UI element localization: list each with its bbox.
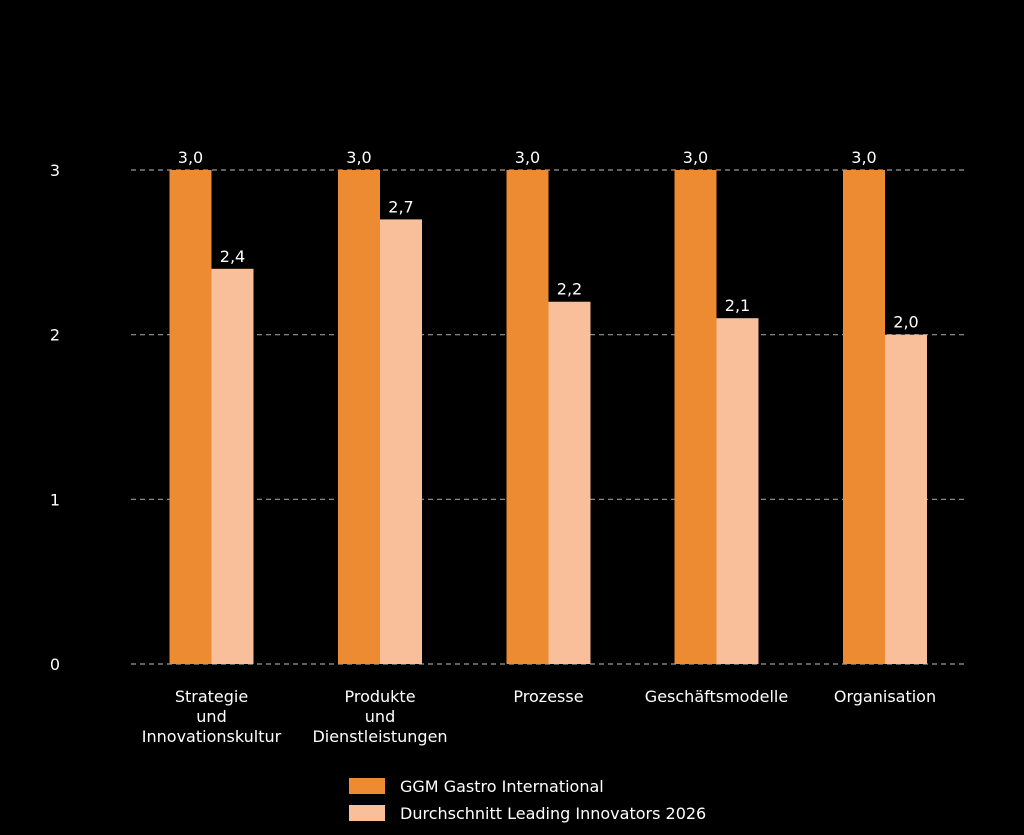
x-category-label: Geschäftsmodelle xyxy=(645,687,788,706)
x-category-label: Dienstleistungen xyxy=(312,727,447,746)
data-label: 3,0 xyxy=(178,148,203,167)
bar-durchschnitt-3 xyxy=(716,318,759,664)
data-label: 2,4 xyxy=(220,247,245,266)
x-category-label: Innovationskultur xyxy=(142,727,282,746)
data-label: 2,1 xyxy=(725,296,750,315)
bar-ggm-2 xyxy=(506,170,549,664)
data-label: 2,2 xyxy=(557,280,582,299)
legend: GGM Gastro International Durchschnitt Lea… xyxy=(349,777,706,823)
legend-label: GGM Gastro International xyxy=(400,777,604,796)
bar-durchschnitt-0 xyxy=(211,268,254,664)
y-tick-label: 0 xyxy=(50,655,60,674)
x-category-label: Produkte xyxy=(344,687,415,706)
bar-durchschnitt-4 xyxy=(885,334,927,664)
x-category-label: Organisation xyxy=(834,687,936,706)
legend-label: Durchschnitt Leading Innovators 2026 xyxy=(400,804,706,823)
data-label: 3,0 xyxy=(515,148,540,167)
x-axis-categories: StrategieundInnovationskulturProdukteund… xyxy=(142,687,936,746)
legend-swatch xyxy=(349,805,385,821)
bars xyxy=(169,170,927,664)
bar-durchschnitt-1 xyxy=(380,219,422,664)
bar-durchschnitt-2 xyxy=(548,301,591,664)
data-label: 3,0 xyxy=(683,148,708,167)
data-labels: 3,0 3,0 3,0 3,0 3,0 2,4 2,7 2,2 2,1 2,0 xyxy=(178,148,919,332)
data-label: 3,0 xyxy=(851,148,876,167)
x-category-label: Strategie xyxy=(175,687,248,706)
y-tick-label: 3 xyxy=(50,161,60,180)
legend-swatch xyxy=(349,778,385,794)
x-category-label: Prozesse xyxy=(513,687,583,706)
bar-ggm-3 xyxy=(674,170,717,664)
bar-ggm-1 xyxy=(338,170,380,664)
y-tick-label: 1 xyxy=(50,490,60,509)
data-label: 2,7 xyxy=(388,197,413,216)
y-axis-ticks: 0 1 2 3 xyxy=(50,161,60,674)
x-category-label: und xyxy=(365,707,395,726)
data-label: 2,0 xyxy=(893,313,918,332)
data-label: 3,0 xyxy=(346,148,371,167)
y-tick-label: 2 xyxy=(50,326,60,345)
x-category-label: und xyxy=(196,707,226,726)
bar-ggm-0 xyxy=(169,170,212,664)
bar-ggm-4 xyxy=(843,170,885,664)
